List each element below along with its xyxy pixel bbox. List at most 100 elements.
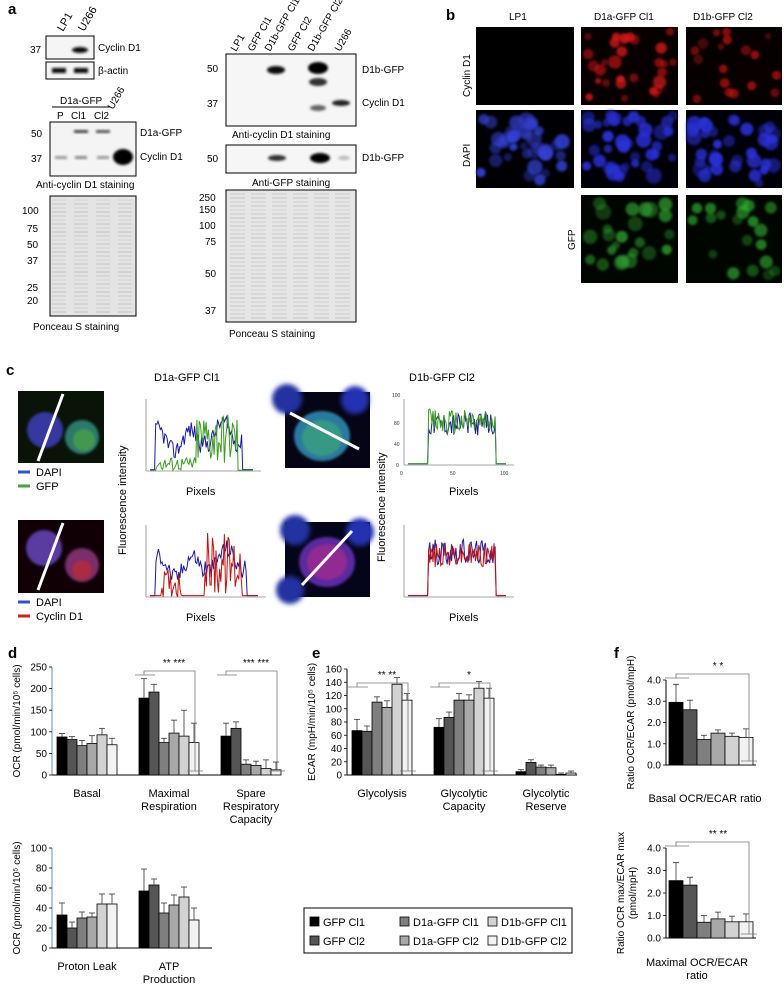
legend-swatch-5 [487, 935, 498, 946]
chart-f-top-sig-0: * * [713, 661, 724, 672]
chart-d-top-bar-s3-c0 [86, 743, 98, 776]
chart-e-ytick-6: 120 [325, 691, 342, 702]
chart-e-bar-s2-c2 [535, 766, 547, 776]
chart-d-top-bar-s5-c1 [188, 742, 200, 776]
panel-b-label: b [446, 7, 455, 24]
chart-d-top-ytick-0: 0 [41, 771, 47, 782]
legend-swatch-1 [309, 935, 320, 946]
chart-f-top-ytick-3: 3.0 [647, 697, 661, 708]
chart-d-top-bar-s1-c0 [66, 739, 78, 776]
blot2-lane-cl2: Cl2 [94, 111, 109, 122]
chart-d-bottom-bar-s0-c1 [138, 890, 150, 949]
c-ylabel-left: Fluorescence intensity [117, 445, 129, 555]
chart-e-ytick-3: 60 [331, 731, 343, 742]
chart-f-top-ytick-4: 4.0 [647, 676, 661, 687]
chart-e-cat-0: Glycolysis [357, 788, 407, 800]
chart-e-bar-s1-c1 [443, 716, 455, 776]
chart-f-bottom-ytick-3: 3.0 [647, 866, 661, 877]
chart-d-top-ytick-3: 150 [30, 706, 47, 717]
chart-e-bar-s4-c0 [391, 683, 403, 776]
chart-f-top-cat-0: Basal OCR/ECAR ratio [648, 793, 761, 805]
chart-f-top-bar-s4-c0 [724, 735, 740, 766]
c-title-d1b: D1b-GFP Cl2 [409, 372, 475, 384]
chart-d-top-bar-s4-c0 [96, 734, 108, 776]
chart-f-top-ytick-1: 1.0 [647, 739, 661, 750]
chart-f-bottom-ylabel: Ratio OCR max/ECAR max(pmol/mpH) [616, 832, 639, 954]
b-row-gfp: GFP [567, 229, 578, 250]
chart-e-ytick-7: 140 [325, 678, 342, 689]
chart-f-top-bar-s3-c0 [710, 732, 726, 766]
chart-e-sig-1: * [467, 670, 471, 681]
chart-e-bar-s5-c2 [565, 772, 577, 776]
series-legend: GFP Cl1 GFP Cl2 D1a-GFP Cl1 D1a-GFP Cl2 D1b-… [303, 907, 573, 954]
chart-d-top-ytick-5: 250 [30, 663, 47, 674]
chart-d-bottom-bar-s3-c0 [86, 916, 98, 949]
blot1-marker: 37 [30, 45, 42, 56]
panel-a-label: a [8, 1, 17, 18]
panel-a: a LP1 U266 37 Cyclin D1 β-actin D1a-GFP … [8, 0, 405, 340]
blot1-u266-band [72, 47, 88, 53]
chart-d-bottom-ytick-1: 20 [36, 924, 48, 935]
chart-d-top-bar-s3-c1 [168, 732, 180, 776]
blot3-marker-37: 37 [207, 99, 219, 110]
ponceau1-m100: 100 [22, 206, 39, 217]
chart-f-top-ytick-0: 0.0 [647, 761, 661, 772]
blot3-ponceau [225, 189, 357, 323]
ponceau2-m150: 150 [199, 205, 216, 216]
panel-b: b LP1 D1a-GFP Cl1 D1b-GFP Cl2 Cyclin D1 … [446, 7, 782, 283]
blot3-gfp-marker: 50 [207, 154, 219, 165]
blot1-cyclin-membrane [45, 35, 95, 60]
chart-e-bar-s4-c2 [555, 773, 567, 776]
panel-d-label: d [8, 645, 17, 662]
c-tick-x50: 50 [450, 471, 456, 477]
chart-d-bottom-bar-s4-c1 [178, 896, 190, 949]
blot2-ponceau [49, 195, 137, 317]
blot3-lane-1: LP1 [229, 32, 248, 53]
b-row-dapi: DAPI [462, 144, 473, 167]
c-xlabel-4: Pixels [449, 612, 479, 624]
blot3-gfp-caption: Anti-GFP staining [252, 178, 330, 189]
c-profile-3-trace-1 [408, 408, 506, 465]
blot1-actin-band-2 [74, 68, 88, 73]
chart-d-bottom-ytick-0: 0 [41, 944, 47, 955]
chart-d-bottom-cat-0: Proton Leak [57, 961, 117, 973]
b-row-cyclin: Cyclin D1 [462, 54, 473, 97]
blot2-band-d1a: D1a-GFP [140, 128, 183, 139]
blot2-header-u266: U266 [106, 85, 128, 112]
blot3-band-cyclin: Cyclin D1 [362, 98, 405, 109]
chart-e-bar-s0-c1 [433, 726, 445, 776]
c-profile-1-trace-1 [150, 414, 253, 472]
chart-d-bottom-bar-s5-c1 [188, 919, 200, 949]
c-xlabel-1: Pixels [186, 486, 216, 498]
ponceau1-m37: 37 [27, 256, 39, 267]
chart-d-top-bar-s2-c1 [158, 742, 170, 776]
c-tick-x0: 0 [400, 471, 403, 477]
chart-e-bar-s2-c0 [371, 701, 383, 776]
c-legend-top-dapi: DAPI [36, 467, 62, 479]
chart-d-top-bar-s0-c2 [220, 735, 232, 776]
c-profile-4-trace-1 [408, 542, 506, 597]
blot2-u266-band [113, 149, 133, 165]
chart-d-bottom-bar-s2-c0 [76, 917, 88, 949]
blot2-lane-p: P [57, 111, 64, 122]
blot2-band-cyclin: Cyclin D1 [140, 152, 183, 163]
chart-d-top-sig-bracket-0 [135, 670, 203, 772]
chart-f-top-ylabel: Ratio OCR/ECAR (pmol/mpH) [626, 656, 637, 790]
chart-f-bottom-bar-s5-c0 [738, 921, 754, 939]
chart-e-ylabel: ECAR (mpH/min/10⁵ cells) [307, 663, 318, 781]
chart-e-cat-2: Glycolytic Reserve [522, 788, 570, 813]
chart-d-bottom-ylabel: OCR (pmol/min/10⁵ cells) [12, 841, 23, 954]
chart-d-top-bar-s4-c2 [260, 768, 272, 776]
ponceau2-m75: 75 [205, 237, 217, 248]
chart-d-top-sig-1: *** *** [243, 658, 269, 669]
chart-d-top-cat-2: Spare Respiratory Capacity [223, 788, 280, 826]
c-xlabel-2: Pixels [186, 612, 216, 624]
chart-f-bottom-cat-0: Maximal OCR/ECAR ratio [646, 957, 748, 982]
chart-f-top-bar-s0-c0 [668, 701, 684, 766]
blot3-gfp-membrane [225, 144, 357, 174]
ponceau1-m75: 75 [27, 224, 39, 235]
blot2-caption: Anti-cyclin D1 staining [36, 180, 134, 191]
blot2-membrane [49, 121, 137, 177]
chart-e-bar-s3-c1 [463, 699, 475, 776]
